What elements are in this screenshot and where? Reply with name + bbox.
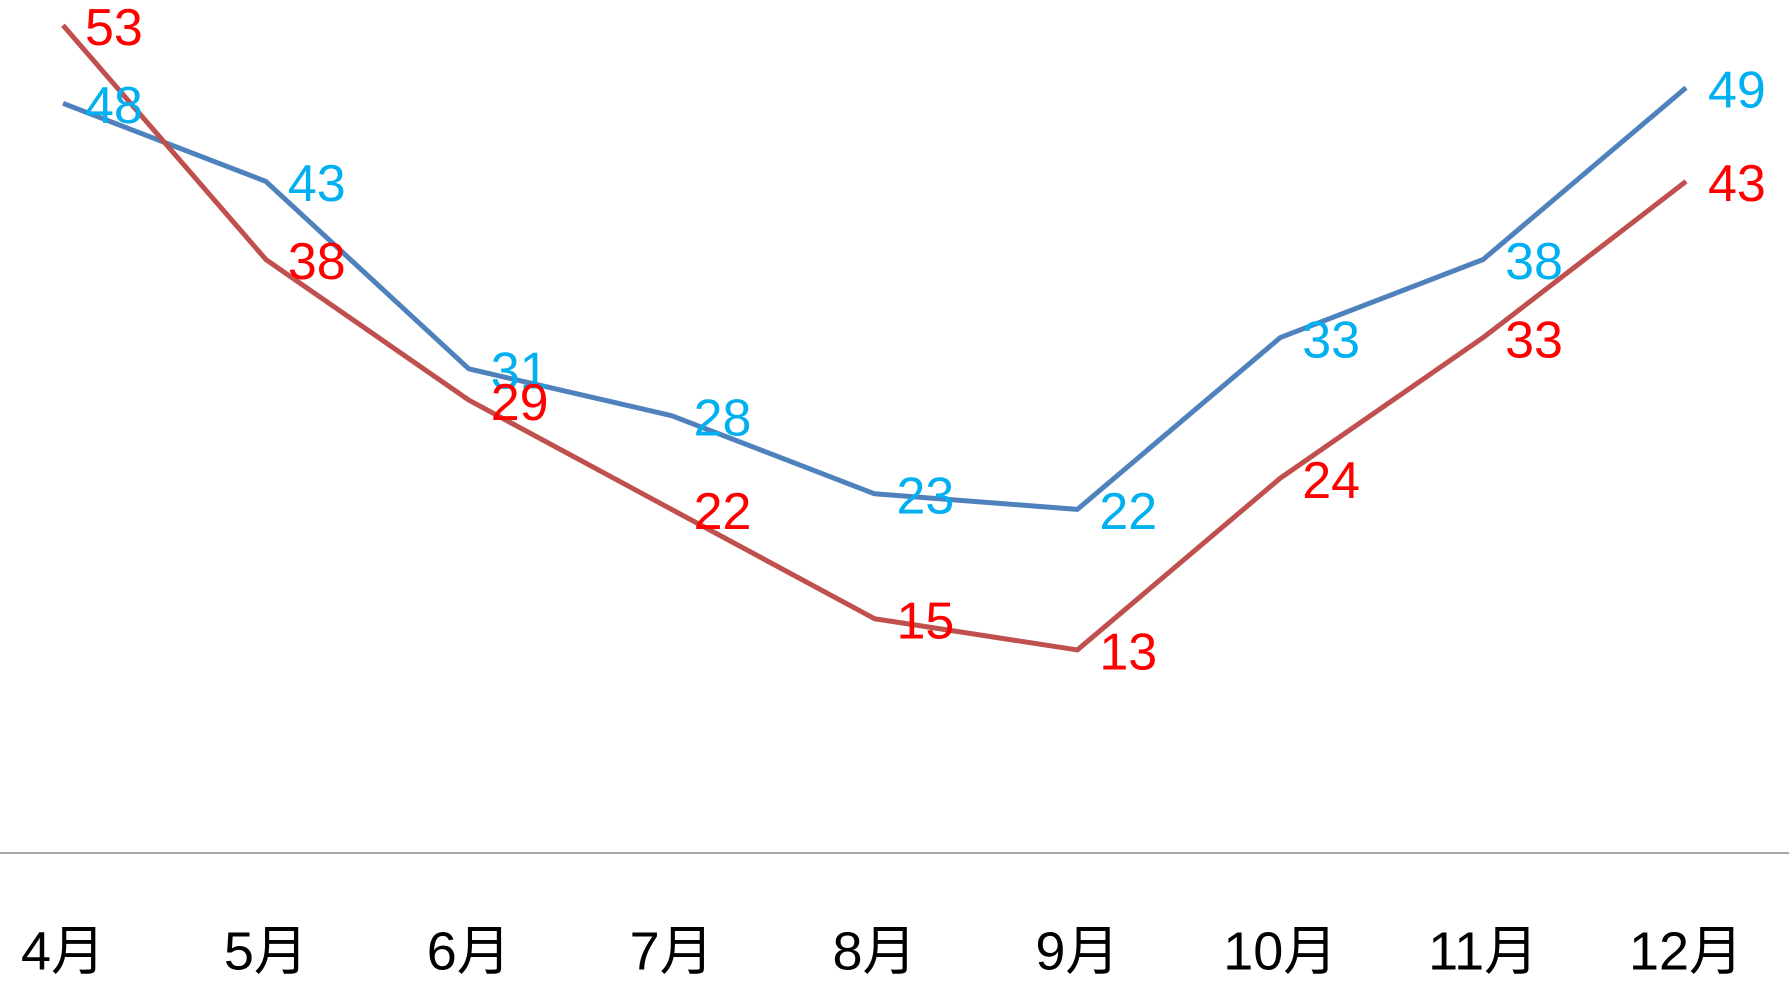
data-label: 38 [1505, 233, 1563, 291]
series-line [62, 85, 1688, 512]
x-tick-label: 9月 [1035, 921, 1119, 981]
data-label: 43 [1708, 155, 1766, 213]
x-tick-label: 7月 [630, 921, 714, 981]
data-label: 24 [1302, 452, 1360, 510]
x-tick-label: 10月 [1223, 921, 1337, 981]
data-label: 33 [1505, 311, 1563, 369]
x-tick-label: 8月 [832, 921, 916, 981]
x-tick-label: 5月 [224, 921, 308, 981]
data-label: 28 [694, 389, 752, 447]
series-line [61, 23, 1688, 653]
data-label: 48 [85, 77, 143, 135]
data-label: 13 [1099, 624, 1157, 682]
data-label: 22 [694, 483, 752, 541]
data-label: 33 [1302, 311, 1360, 369]
data-label: 29 [491, 374, 549, 432]
data-label: 23 [897, 468, 955, 526]
data-label: 43 [288, 155, 346, 213]
x-tick-label: 6月 [427, 921, 511, 981]
data-label: 22 [1099, 483, 1157, 541]
x-tick-label: 11月 [1428, 921, 1538, 981]
data-label: 31 [491, 343, 549, 401]
data-label: 15 [897, 592, 955, 650]
x-tick-label: 12月 [1629, 921, 1743, 981]
data-label: 53 [85, 0, 143, 57]
data-label: 49 [1708, 61, 1766, 119]
x-tick-label: 4月 [21, 921, 105, 981]
data-label: 38 [288, 233, 346, 291]
